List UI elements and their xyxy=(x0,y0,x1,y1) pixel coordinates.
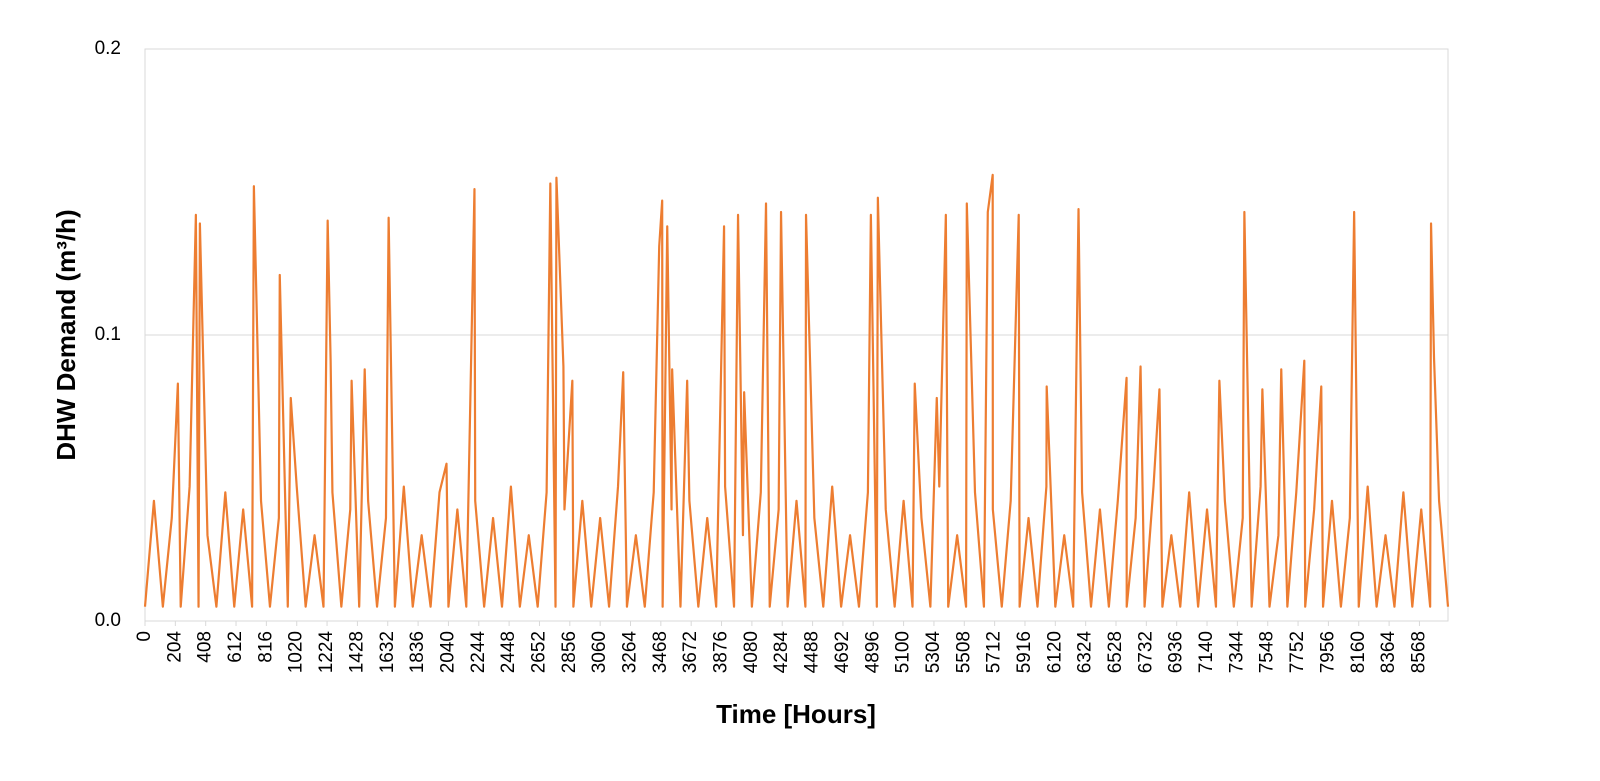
x-tick-label: 7344 xyxy=(1226,631,1247,674)
x-tick-label: 2040 xyxy=(437,631,458,673)
x-tick-label: 8160 xyxy=(1348,631,1369,673)
x-tick-label: 6528 xyxy=(1105,631,1126,673)
x-tick-label: 5916 xyxy=(1014,631,1035,673)
x-tick-label: 2244 xyxy=(468,631,489,674)
x-tick-label: 4080 xyxy=(741,631,762,673)
y-tick-label: 0.0 xyxy=(95,610,121,631)
x-tick-label: 612 xyxy=(225,631,246,663)
x-tick-label: 3672 xyxy=(680,631,701,673)
x-tick-label: 1632 xyxy=(377,631,398,673)
x-tick-label: 5100 xyxy=(893,631,914,673)
x-tick-label: 2652 xyxy=(528,631,549,673)
x-tick-label: 1428 xyxy=(346,631,367,673)
y-tick-label: 0.1 xyxy=(95,324,121,345)
x-tick-label: 6936 xyxy=(1166,631,1187,673)
x-tick-label: 4896 xyxy=(862,631,883,673)
x-tick-label: 6120 xyxy=(1044,631,1065,673)
x-tick-label: 4284 xyxy=(771,631,792,674)
x-tick-label: 7140 xyxy=(1196,631,1217,673)
x-tick-label: 4692 xyxy=(832,631,853,673)
x-tick-label: 3264 xyxy=(620,631,641,674)
x-tick-label: 4488 xyxy=(802,631,823,673)
x-tick-label: 2856 xyxy=(559,631,580,673)
x-tick-label: 6324 xyxy=(1075,631,1096,674)
x-tick-label: 0 xyxy=(134,631,155,642)
x-tick-label: 8568 xyxy=(1408,631,1429,673)
x-tick-label: 3468 xyxy=(650,631,671,673)
x-tick-label: 816 xyxy=(255,631,276,663)
x-tick-label: 7956 xyxy=(1317,631,1338,673)
x-tick-label: 3060 xyxy=(589,631,610,673)
x-axis-title: Time [Hours] xyxy=(716,699,876,729)
x-tick-label: 5712 xyxy=(984,631,1005,673)
x-tick-label: 2448 xyxy=(498,631,519,673)
x-tick-label: 7752 xyxy=(1287,631,1308,673)
x-tick-label: 204 xyxy=(164,631,185,663)
x-tick-label: 8364 xyxy=(1378,631,1399,674)
x-tick-label: 1836 xyxy=(407,631,428,673)
x-tick-label: 408 xyxy=(195,631,216,663)
y-axis-title: DHW Demand (m³/h) xyxy=(51,209,81,460)
x-tick-label: 1020 xyxy=(286,631,307,673)
x-tick-label: 5304 xyxy=(923,631,944,674)
y-tick-label: 0.2 xyxy=(95,38,121,59)
x-tick-label: 1224 xyxy=(316,631,337,674)
x-tick-label: 3876 xyxy=(711,631,732,673)
x-tick-label: 5508 xyxy=(953,631,974,673)
x-tick-label: 6732 xyxy=(1135,631,1156,673)
data-line xyxy=(143,173,1450,608)
x-tick-label: 7548 xyxy=(1257,631,1278,673)
